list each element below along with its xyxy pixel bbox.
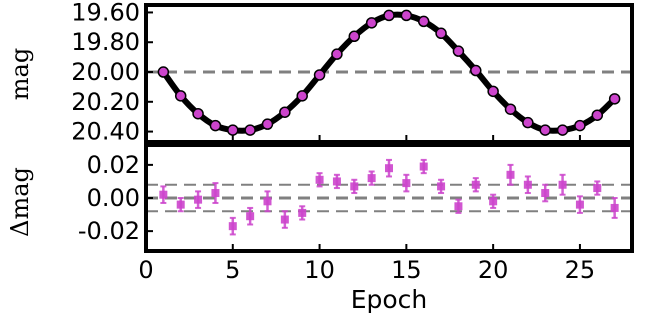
bottom-y-axis-label: Δmag <box>6 167 34 237</box>
bottom-data-point <box>211 189 220 198</box>
bottom-x-tick-label: 20 <box>478 256 509 284</box>
bottom-data-point <box>419 162 428 171</box>
bottom-data-point <box>159 190 168 199</box>
bottom-data-point <box>350 182 359 191</box>
bottom-data-point <box>541 189 550 198</box>
bottom-data-point <box>280 215 289 224</box>
top-data-point <box>504 103 517 115</box>
top-y-tick-label: 20.40 <box>71 118 140 146</box>
bottom-data-point <box>385 164 393 173</box>
top-data-point <box>192 107 204 120</box>
top-data-point <box>296 90 308 102</box>
bottom-data-point <box>454 202 463 211</box>
bottom-data-point <box>315 175 324 184</box>
bottom-data-point <box>558 180 567 189</box>
top-data-point <box>313 69 326 81</box>
bottom-data-point <box>471 180 480 189</box>
top-data-point <box>348 30 361 43</box>
bottom-plot-frame <box>144 143 634 253</box>
top-plot-frame <box>144 3 634 144</box>
top-data-point <box>417 15 430 28</box>
bottom-data-point <box>402 179 411 188</box>
bottom-x-tick-label: 15 <box>391 256 422 284</box>
bottom-data-point <box>593 184 602 193</box>
top-data-point <box>331 48 343 60</box>
bottom-data-point <box>367 174 376 183</box>
top-data-point <box>365 17 378 29</box>
top-data-point <box>435 27 447 40</box>
bottom-data-point <box>610 203 619 212</box>
bottom-data-point <box>523 180 532 189</box>
top-data-point <box>244 124 256 136</box>
top-data-point <box>487 85 499 98</box>
bottom-data-point <box>506 170 515 179</box>
top-data-point <box>279 106 291 118</box>
bottom-x-tick-label: 0 <box>138 256 153 284</box>
bottom-data-point <box>176 200 185 209</box>
bottom-y-tick-label: 0.00 <box>87 184 140 212</box>
bottom-data-point <box>263 197 272 206</box>
top-data-point <box>522 116 534 129</box>
bottom-data-point <box>437 182 446 191</box>
bottom-x-tick-label: 5 <box>225 256 240 284</box>
top-data-point <box>556 124 569 136</box>
bottom-data-point <box>332 177 341 186</box>
top-data-point <box>608 93 621 105</box>
bottom-data-point <box>489 197 498 206</box>
top-data-point <box>383 9 395 22</box>
x-axis-label: Epoch <box>351 285 428 314</box>
top-data-point <box>209 119 222 132</box>
top-data-point <box>174 90 187 102</box>
bottom-data-point <box>575 200 584 209</box>
top-data-point <box>261 118 274 130</box>
bottom-y-tick-label: 0.02 <box>87 151 140 179</box>
bottom-x-tick-label: 10 <box>304 256 335 284</box>
bottom-data-point <box>246 212 255 221</box>
top-data-point <box>400 9 413 22</box>
top-data-point <box>574 119 586 132</box>
top-y-tick-label: 20.20 <box>71 88 140 116</box>
bottom-data-point <box>298 208 307 217</box>
top-y-tick-label: 19.80 <box>71 28 140 56</box>
bottom-y-tick-label: -0.02 <box>78 217 140 245</box>
bottom-x-tick-label: 25 <box>565 256 596 284</box>
bottom-plot-content: 0.02 0.00 -0.02 0 5 10 15 20 25 <box>78 151 632 284</box>
top-y-axis-label: mag <box>6 48 34 100</box>
top-data-point <box>157 66 170 78</box>
top-data-point <box>591 109 604 121</box>
top-data-point <box>452 45 465 57</box>
bottom-data-point <box>228 222 237 231</box>
top-data-point <box>227 124 239 136</box>
bottom-data-point <box>194 195 203 204</box>
top-data-point <box>470 64 482 77</box>
bottom-panel: Δmag 0.02 0.00 -0.02 0 5 10 15 20 25 Epoch <box>6 143 634 314</box>
top-y-tick-label: 20.00 <box>71 58 140 86</box>
top-data-point <box>539 124 551 136</box>
top-y-tick-label: 19.60 <box>71 0 140 26</box>
